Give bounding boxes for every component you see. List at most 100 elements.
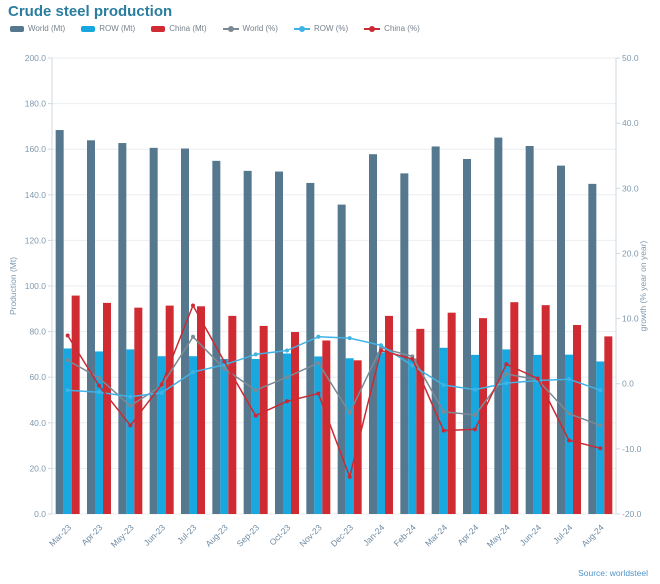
x-axis-label-Jun-23: Jun-23 — [142, 522, 168, 548]
bar-Oct-23 — [291, 332, 299, 514]
bar-Jun-23 — [149, 147, 158, 514]
line-path — [67, 336, 601, 427]
bar-May-24 — [510, 302, 519, 514]
x-axis-label-Jun-24: Jun-24 — [518, 522, 544, 548]
line-point-Dec-23 — [347, 411, 352, 416]
bar-series-row-mt — [63, 347, 605, 514]
line-series-world — [65, 334, 603, 428]
legend-label: World (%) — [242, 24, 278, 33]
line-point-Mar-23 — [65, 358, 70, 363]
left-axis-tick-label: 80.0 — [29, 327, 46, 337]
right-axis-tick-label: 0.0 — [622, 379, 634, 389]
line-point-Nov-23 — [316, 391, 321, 396]
line-point-Nov-23 — [316, 334, 321, 339]
bar-Apr-23 — [103, 302, 111, 514]
bar-series-world-mt — [55, 130, 597, 515]
legend-bar-swatch-icon — [151, 25, 166, 32]
bar-Feb-24 — [400, 173, 409, 515]
right-axis-tick-label: 40.0 — [622, 118, 639, 128]
x-axis-label-Jul-23: Jul-23 — [175, 522, 199, 546]
bar-Nov-23 — [306, 182, 315, 514]
bar-Jun-24 — [533, 354, 542, 514]
line-point-Feb-24 — [410, 356, 415, 361]
bar-Jul-24 — [557, 165, 565, 514]
left-axis-tick-label: 40.0 — [29, 418, 46, 428]
left-axis-title: Production (Mt) — [8, 257, 18, 315]
line-point-Aug-24 — [598, 423, 603, 428]
line-point-Oct-23 — [285, 375, 289, 380]
line-point-Jun-23 — [159, 390, 164, 395]
line-point-Jun-24 — [535, 376, 540, 381]
bar-Mar-23 — [55, 130, 64, 514]
legend-bar-swatch-icon — [10, 25, 24, 32]
legend-line-dot-icon — [227, 25, 234, 32]
line-point-Jul-23 — [191, 334, 195, 339]
legend-label: ROW (Mt) — [99, 24, 136, 33]
right-axis-tick-label: 20.0 — [622, 248, 639, 258]
bar-Nov-23 — [322, 340, 331, 514]
left-axis-tick-label: 20.0 — [29, 463, 46, 473]
x-axis-label-Mar-23: Mar-23 — [47, 522, 73, 548]
line-point-May-24 — [504, 371, 509, 376]
x-axis-label-Aug-23: Aug-23 — [203, 522, 230, 549]
bar-Dec-23 — [337, 204, 346, 514]
line-point-May-24 — [504, 381, 509, 386]
x-axis-label-Apr-24: Apr-24 — [455, 522, 480, 547]
x-axis-label-Apr-23: Apr-23 — [79, 522, 104, 547]
left-axis-tick-label: 160.0 — [25, 144, 47, 154]
right-axis-tick-label: 30.0 — [622, 183, 639, 193]
left-axis-tick-label: 100.0 — [25, 281, 47, 291]
right-axis-tick-label: 10.0 — [622, 314, 639, 324]
bar-Mar-23 — [63, 348, 72, 514]
legend-line-swatch-icon — [293, 25, 310, 32]
bar-May-23 — [134, 307, 143, 514]
left-axis-tick-label: 180.0 — [25, 99, 47, 109]
bar-May-24 — [502, 349, 511, 514]
line-point-Jul-24 — [567, 411, 571, 416]
legend-line-dot-icon — [298, 25, 305, 32]
bar-Oct-23 — [283, 353, 291, 514]
legend-item-world: World (%) — [222, 24, 278, 33]
x-axis-label-Sep-23: Sep-23 — [235, 522, 262, 549]
bar-Apr-23 — [87, 140, 95, 515]
line-point-Jul-23 — [191, 303, 195, 308]
line-point-Mar-23 — [65, 388, 70, 393]
right-axis-tick-label: 50.0 — [622, 53, 639, 63]
legend-item-row-mt: ROW (Mt) — [81, 24, 135, 33]
bars-layer — [55, 130, 613, 515]
line-point-Oct-23 — [285, 399, 289, 404]
x-axis-label-Jan-24: Jan-24 — [361, 522, 387, 548]
legend-item-china: China (%) — [364, 24, 420, 33]
line-point-Nov-23 — [316, 360, 321, 365]
bar-Dec-23 — [353, 360, 362, 514]
bar-Jun-23 — [157, 356, 166, 514]
legend-item-row: ROW (%) — [293, 24, 348, 33]
line-point-Sep-23 — [253, 413, 258, 418]
legend-label: China (Mt) — [169, 24, 207, 33]
legend-label: World (Mt) — [28, 24, 66, 33]
bar-Mar-23 — [71, 295, 80, 514]
line-point-Jul-23 — [191, 369, 195, 374]
x-axis-label-Dec-23: Dec-23 — [329, 522, 356, 549]
bar-May-24 — [494, 137, 503, 514]
line-point-Apr-24 — [473, 412, 477, 417]
bar-Jan-24 — [369, 154, 377, 514]
line-point-Dec-23 — [347, 336, 352, 341]
bar-Jan-24 — [385, 315, 393, 514]
bar-Apr-24 — [471, 354, 479, 514]
legend-item-world-mt: World (Mt) — [10, 24, 65, 33]
bar-Jul-23 — [189, 356, 197, 514]
line-series-row — [65, 334, 603, 399]
chart-title: Crude steel production — [8, 3, 173, 20]
line-point-Sep-23 — [253, 388, 258, 393]
line-point-Jun-23 — [159, 382, 164, 387]
line-point-Aug-24 — [598, 446, 603, 451]
bar-series-china-mt — [71, 295, 613, 514]
x-axis-label-Nov-23: Nov-23 — [297, 522, 324, 549]
legend-bar-swatch-icon — [81, 25, 96, 32]
bar-Dec-23 — [345, 358, 354, 514]
bar-Mar-24 — [447, 312, 456, 514]
lines-layer — [65, 303, 603, 479]
